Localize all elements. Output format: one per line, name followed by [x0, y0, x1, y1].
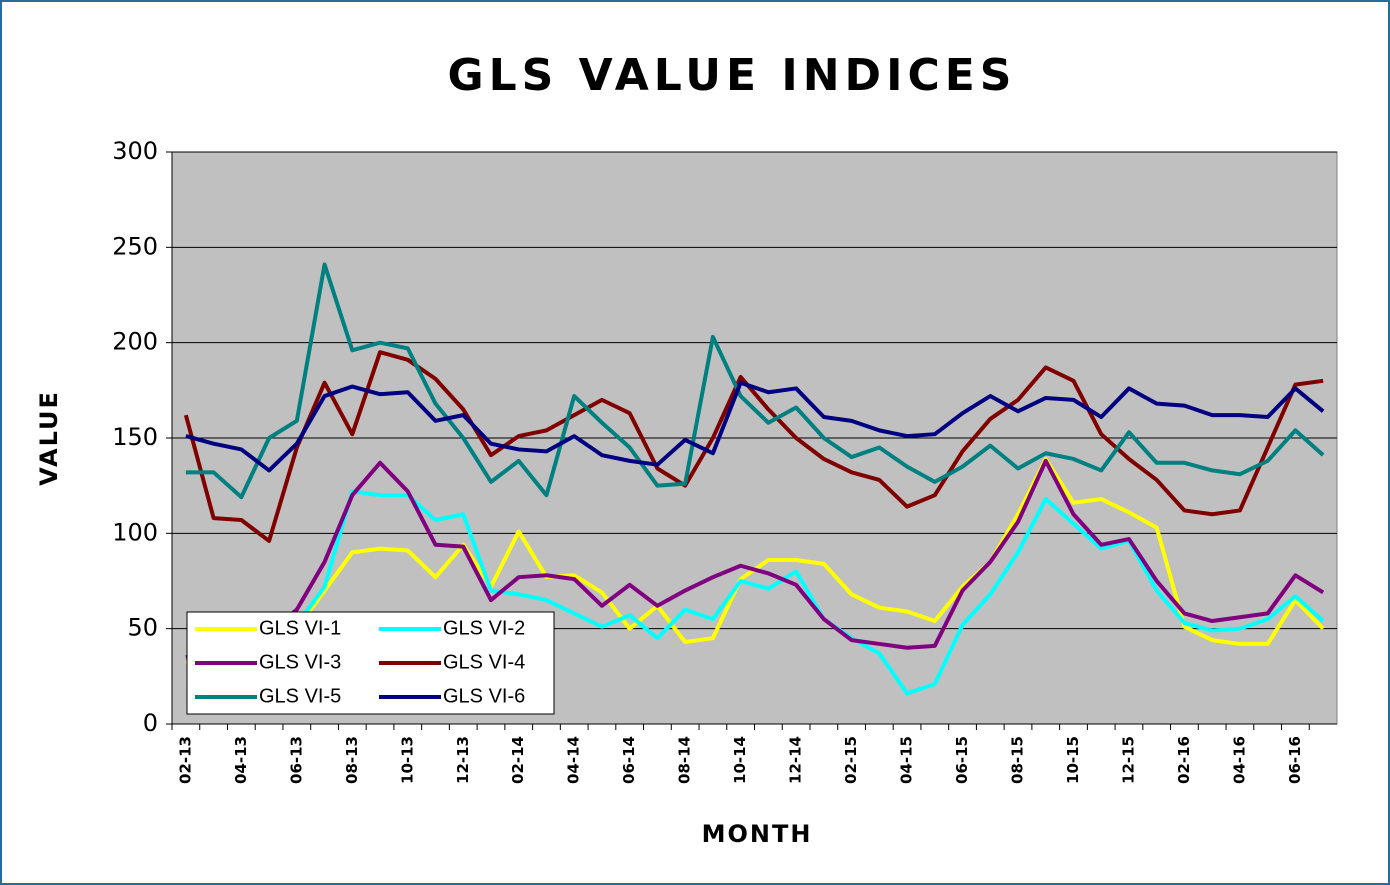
x-tick-label: 04-13	[232, 736, 250, 784]
legend-label: GLS VI-1	[259, 617, 341, 639]
legend-label: GLS VI-3	[259, 651, 341, 673]
legend-label: GLS VI-2	[443, 617, 525, 639]
x-tick-label: 12-13	[454, 736, 472, 784]
x-tick-label: 04-15	[898, 736, 916, 784]
x-tick-label: 10-15	[1064, 736, 1082, 784]
series-line	[185, 458, 1325, 660]
series-line	[185, 380, 1325, 473]
x-tick-label: 12-15	[1119, 736, 1137, 784]
y-tick-label: 50	[127, 614, 158, 642]
x-tick-label: 10-14	[731, 736, 749, 784]
x-tick-label: 12-14	[787, 736, 805, 784]
x-tick-label: 08-13	[343, 736, 361, 784]
x-tick-label: 04-14	[565, 736, 583, 784]
x-axis-label: MONTH	[702, 820, 813, 848]
y-tick-label: 0	[143, 709, 158, 737]
x-tick-label: 06-15	[953, 736, 971, 784]
x-tick-label: 02-13	[176, 736, 194, 784]
x-tick-label: 02-16	[1175, 736, 1193, 784]
series-line	[185, 262, 1325, 500]
y-tick-label: 200	[112, 328, 158, 356]
legend-label: GLS VI-6	[443, 685, 525, 707]
x-tick-label: 10-13	[398, 736, 416, 784]
legend-label: GLS VI-4	[443, 651, 525, 673]
y-tick-label: 150	[112, 423, 158, 451]
x-tick-label: 02-14	[509, 736, 527, 784]
y-tick-label: 250	[112, 232, 158, 260]
x-tick-label: 06-13	[287, 736, 305, 784]
y-axis-label: VALUE	[35, 390, 63, 486]
x-tick-label: 08-14	[676, 736, 694, 784]
x-tick-label: 06-16	[1286, 736, 1304, 784]
y-tick-label: 100	[112, 518, 158, 546]
y-tick-label: 300	[112, 137, 158, 165]
chart-title: GLS VALUE INDICES	[448, 50, 1017, 101]
x-tick-label: 08-15	[1009, 736, 1027, 784]
series-line	[183, 350, 1324, 543]
x-tick-label: 02-15	[842, 736, 860, 784]
legend-label: GLS VI-5	[259, 685, 341, 707]
x-tick-label: 04-16	[1230, 736, 1248, 784]
x-tick-label: 06-14	[620, 736, 638, 784]
